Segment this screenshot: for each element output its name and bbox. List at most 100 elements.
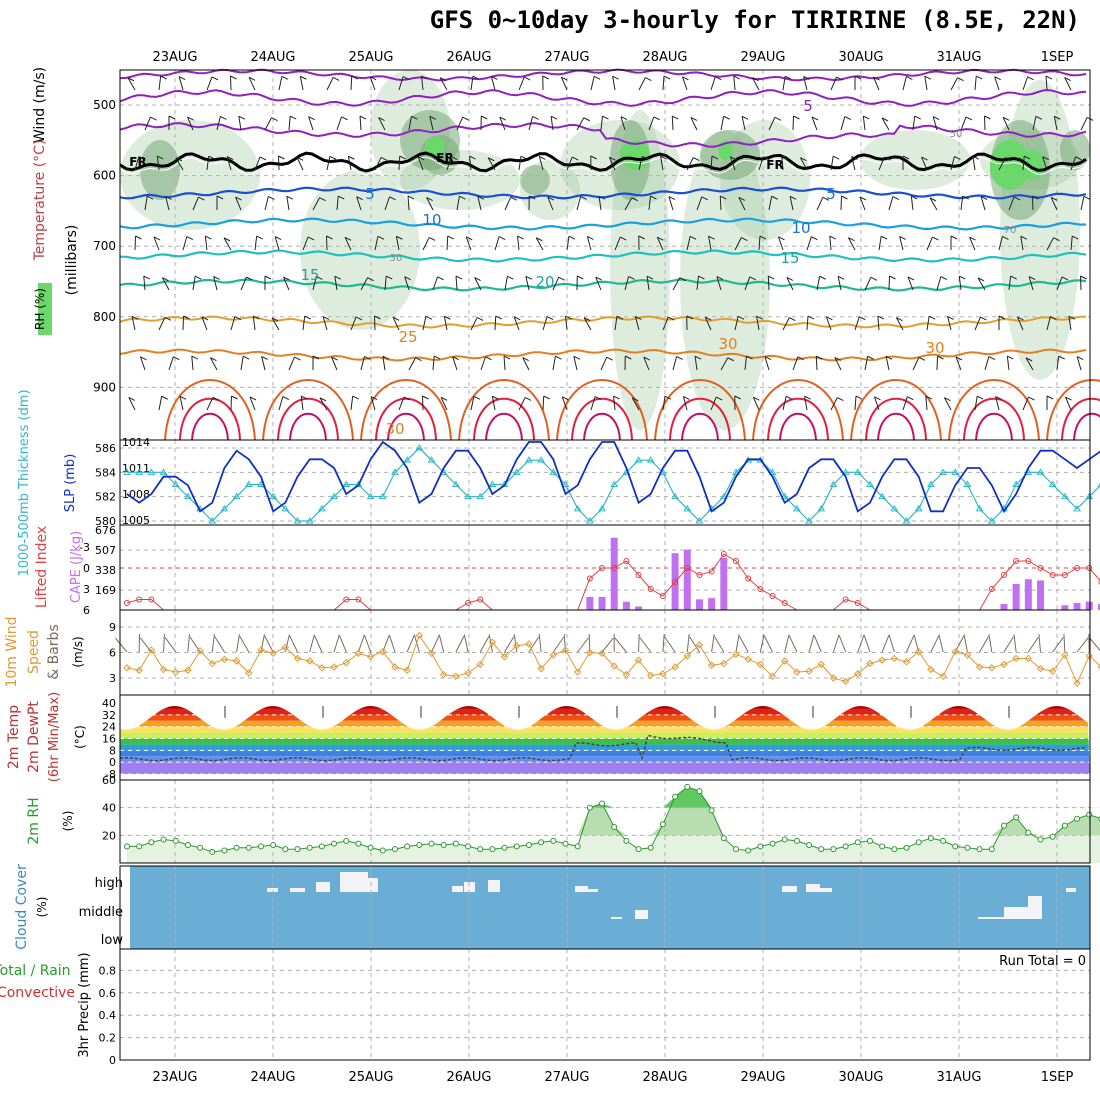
wind-barb (686, 315, 693, 320)
cape-bar (1000, 604, 1008, 610)
wind-barb-10m (686, 634, 690, 653)
wind-barb (918, 356, 926, 361)
wind-barb (679, 277, 687, 282)
temperature-contour-label: 10 (791, 219, 810, 237)
wind-barb (716, 276, 724, 281)
wind-barb (744, 276, 751, 291)
thickness-point (403, 456, 412, 463)
wind-barb (153, 236, 160, 251)
wind-barb (974, 396, 978, 411)
wind-barb (595, 276, 602, 291)
wind-barb (1025, 357, 1033, 362)
wind-barb (131, 316, 136, 331)
wind-barb (612, 76, 616, 91)
wind-barb (542, 395, 545, 411)
wind-barb (452, 356, 459, 361)
wind-barb (1076, 356, 1084, 360)
precip-panel (119, 948, 1091, 1061)
rh-fill-mid (127, 786, 1100, 836)
wind-barb (660, 155, 667, 160)
wind-speed-point (951, 647, 959, 656)
wind-barb (859, 196, 866, 211)
wind-barb (929, 197, 938, 211)
wind-barb (806, 236, 812, 251)
thickness-point (817, 504, 826, 512)
thickness-point (585, 517, 594, 524)
rh2m-point (952, 843, 959, 850)
wind-barb (470, 76, 474, 91)
thickness-point (805, 517, 813, 524)
wind-barb (543, 395, 550, 400)
wind-barb (360, 356, 365, 371)
pressure-axis-label: (millibars) (64, 225, 80, 296)
wind-barb (944, 397, 951, 402)
wind-barb (609, 156, 616, 161)
rh2m-point (940, 837, 947, 844)
wind-barb (620, 116, 626, 131)
wind-barb (980, 316, 987, 321)
temperature-contour (119, 217, 1087, 231)
wind-barb (499, 116, 506, 121)
wind-barb (238, 116, 242, 131)
thickness-point (159, 468, 168, 475)
cape-tick: 676 (95, 524, 116, 537)
wind-barb (1076, 356, 1082, 371)
wind-barb (319, 397, 328, 411)
wind-barb (969, 236, 976, 251)
wind-barb (598, 195, 606, 200)
rh2m-point (733, 846, 739, 853)
thickness-point (598, 504, 606, 512)
temperature-contour (179, 397, 241, 441)
wind-barb (602, 115, 609, 120)
wind-barb (932, 116, 938, 131)
wind-barb (1017, 316, 1024, 321)
wind-barb (645, 77, 652, 81)
rh2m-point (379, 847, 386, 854)
wind-barb (681, 76, 688, 91)
rh2m-point (1049, 833, 1056, 840)
date-label-top: 25AUG (348, 50, 393, 65)
wind-barb (476, 316, 484, 321)
wind-speed-point (817, 660, 825, 669)
cape-bar (1037, 580, 1044, 610)
wind-barb (264, 117, 273, 131)
wind-barb (308, 116, 314, 131)
wind-barb (469, 155, 476, 160)
precip-tick: 0.4 (99, 1009, 117, 1022)
wind-barb (612, 75, 619, 80)
wind-barb (819, 275, 826, 280)
wind-barb (271, 317, 280, 331)
cloud-block (1004, 907, 1028, 919)
wind-speed-point (854, 670, 862, 678)
date-label-top: 26AUG (446, 50, 491, 65)
wind-barb (873, 76, 880, 91)
temperature-contour (164, 379, 256, 441)
wind-speed-point (269, 649, 277, 658)
thickness-point (1085, 492, 1094, 500)
thickness-point (244, 480, 253, 487)
wind-barb (926, 316, 930, 331)
wind-barb (777, 236, 784, 251)
temperature-contour (767, 397, 829, 441)
wind-barb (598, 196, 602, 211)
thickness-point (1036, 468, 1045, 475)
thickness-point (1073, 504, 1081, 512)
wind-barb (417, 156, 425, 161)
wind-barb (693, 157, 700, 161)
wind-barb (378, 117, 386, 131)
thickness-point (1060, 492, 1069, 500)
wind-barb (756, 316, 760, 331)
wind-barb (1080, 275, 1087, 280)
wind-contour (119, 122, 1087, 148)
wind-speed-point (1012, 654, 1020, 663)
wind-contour (119, 68, 1087, 82)
wind-barb (737, 315, 745, 320)
wind-barb (738, 196, 746, 201)
wind-barb (407, 195, 415, 200)
wind-barb (974, 76, 977, 91)
wind-barb (510, 196, 517, 201)
cloud-block (1028, 896, 1042, 919)
wind-speed-point (768, 672, 777, 681)
thickness-point (537, 456, 546, 463)
wind-barb (830, 397, 838, 411)
